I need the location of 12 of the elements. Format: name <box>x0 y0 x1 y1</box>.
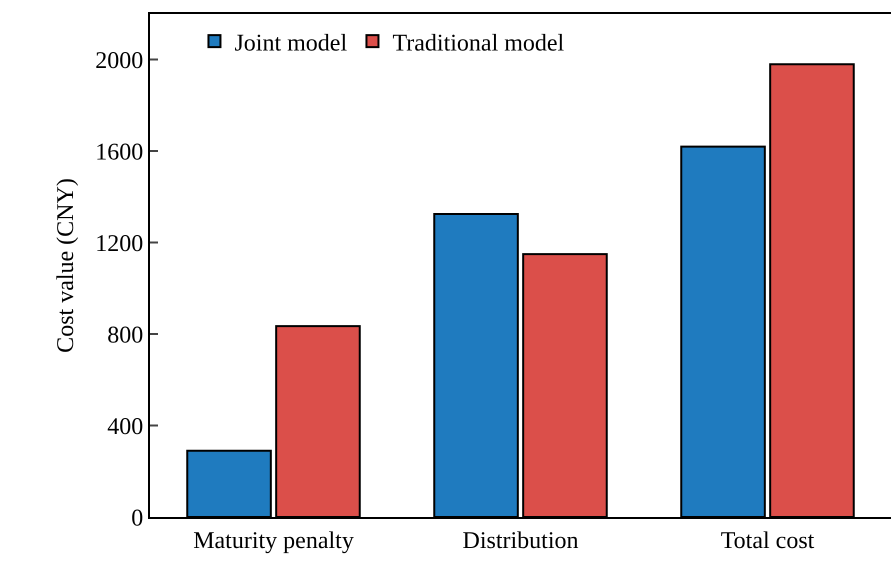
y-tick-label: 0 <box>131 505 144 532</box>
y-tick-label: 2000 <box>95 48 144 74</box>
x-tick-label: Distribution <box>462 528 579 554</box>
legend-label: Joint model <box>234 30 348 56</box>
x-tick-label: Total cost <box>720 528 815 554</box>
y-tick-label: 400 <box>107 414 144 440</box>
y-tick-label: 1200 <box>95 231 144 258</box>
x-tick-label: Maturity penalty <box>193 528 354 554</box>
y-axis-title: Cost value (CNY) <box>52 178 79 353</box>
y-tick-label: 800 <box>107 322 144 348</box>
y-tick-label: 1600 <box>95 140 144 166</box>
legend-label: Traditional model <box>392 30 565 56</box>
